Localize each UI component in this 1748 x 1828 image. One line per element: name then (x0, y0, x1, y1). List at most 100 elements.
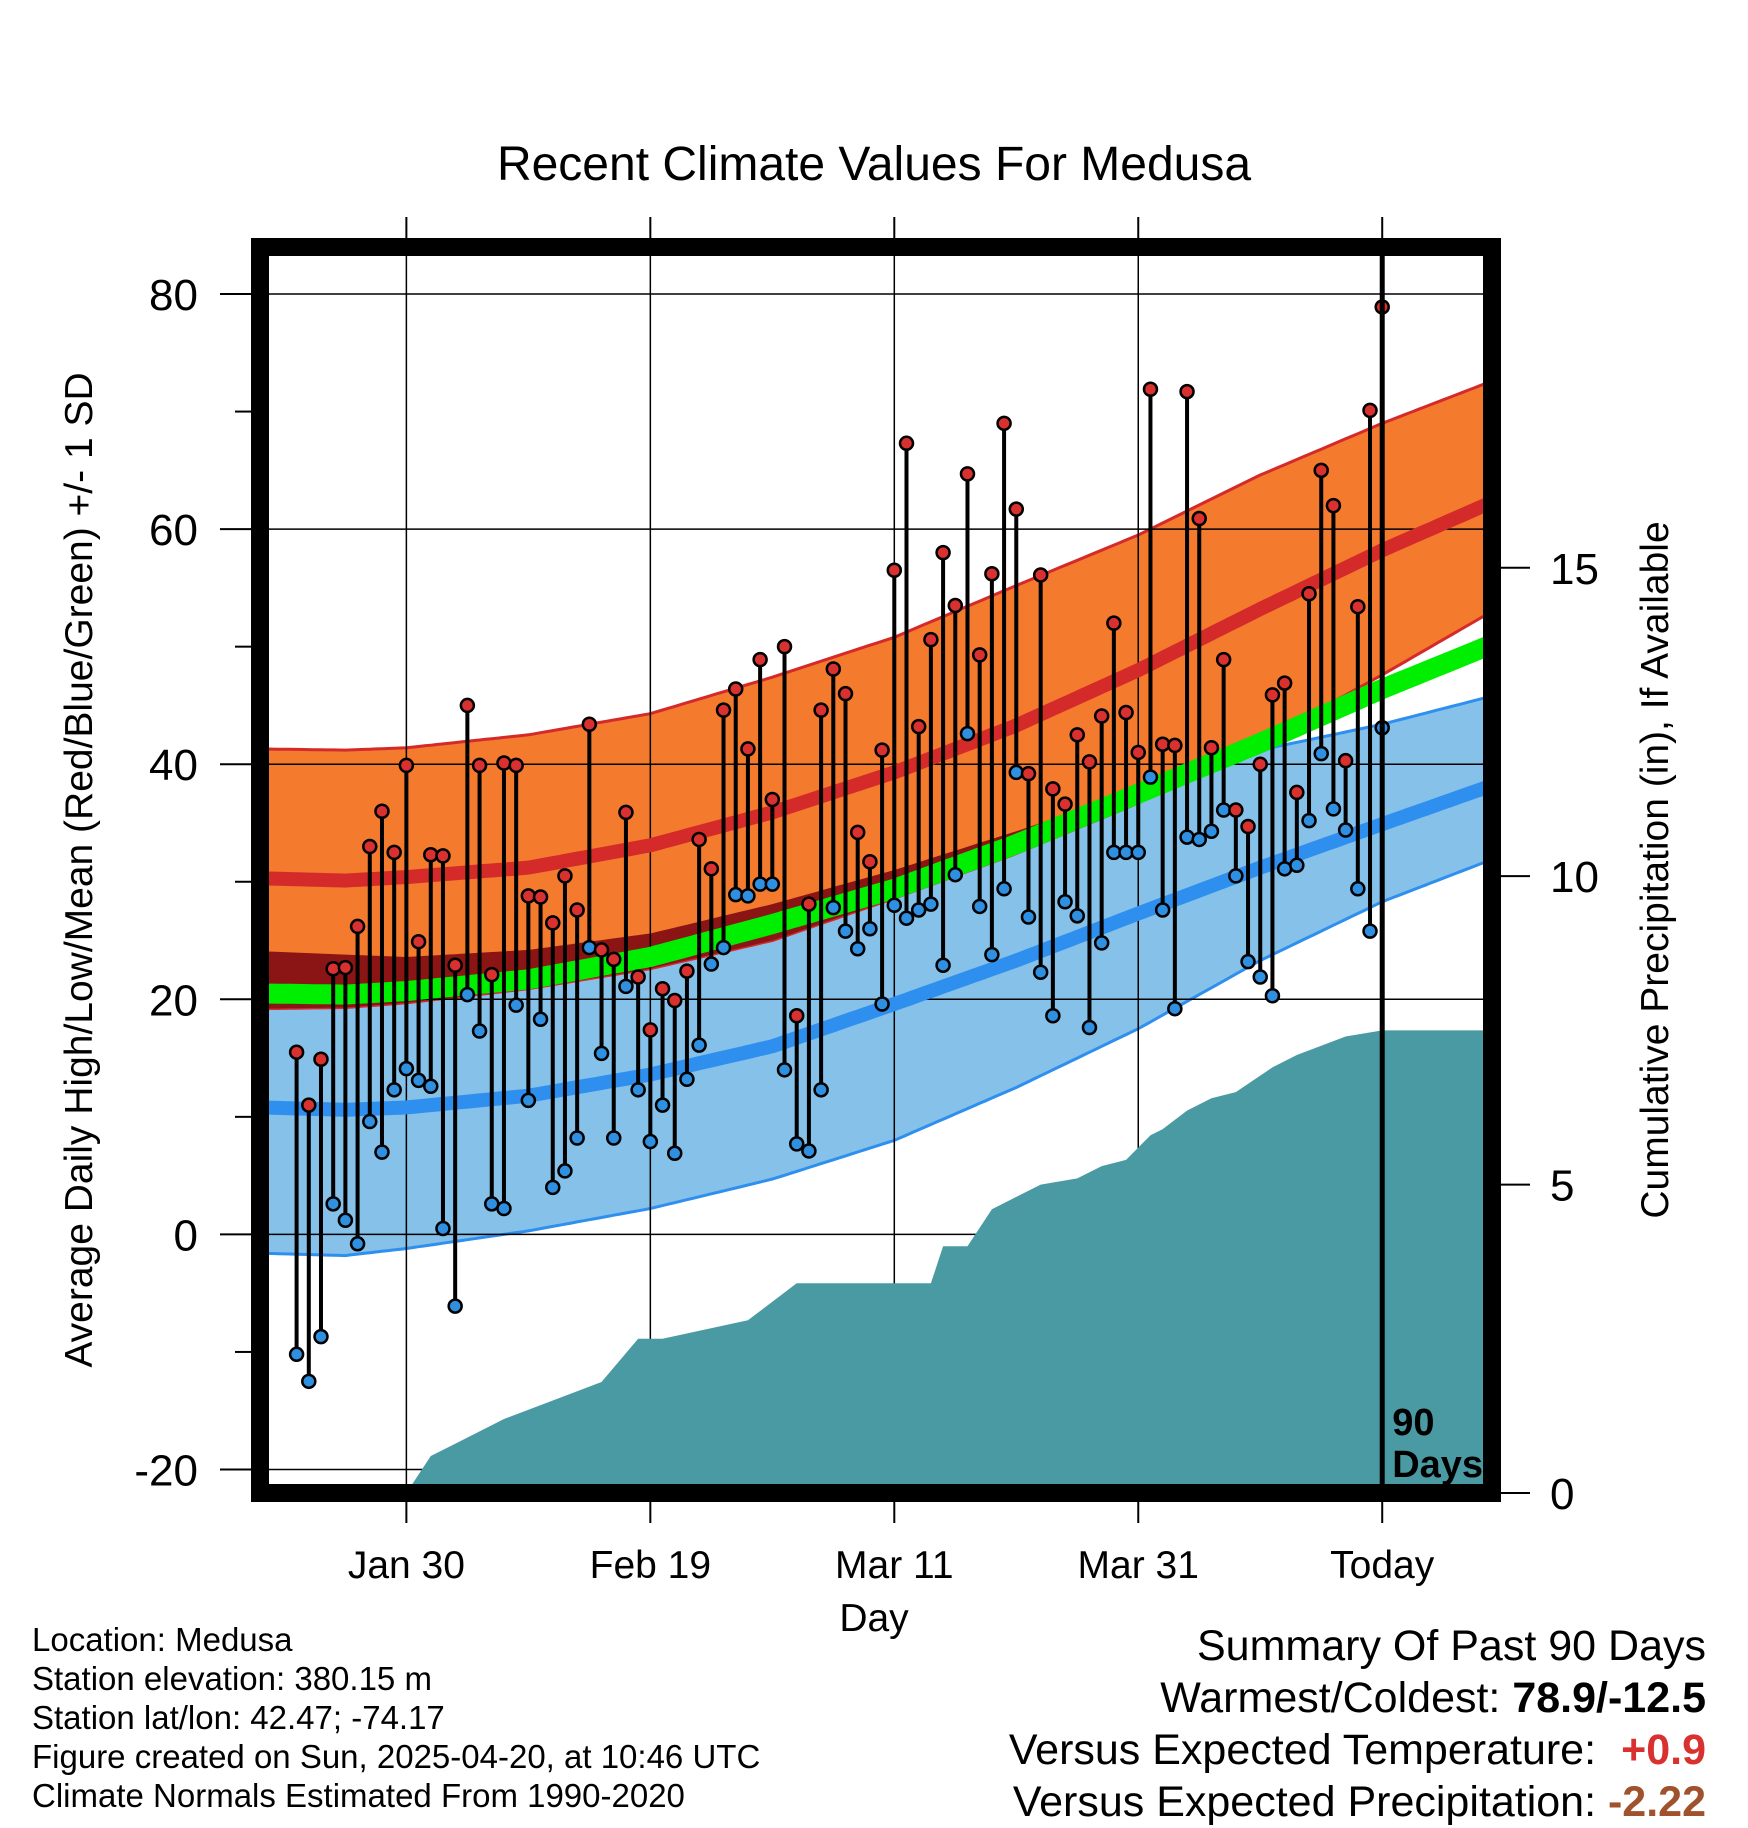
created-text: Figure created on Sun, 2025-04-20, at 10… (32, 1738, 761, 1775)
today-marker-label-line: Days (1392, 1444, 1483, 1486)
high-point (410, 933, 427, 950)
x-tick-label: Feb 19 (590, 1544, 711, 1587)
warm-cold-row: Warmest/Coldest: 78.9/-12.5 (1009, 1672, 1706, 1724)
low-point (862, 921, 878, 937)
high-point (496, 755, 512, 771)
high-point (971, 647, 988, 663)
low-point (703, 956, 720, 972)
low-point (666, 1145, 683, 1162)
high-point (618, 804, 634, 821)
low-point (1252, 969, 1268, 985)
low-point (849, 941, 866, 957)
high-point (813, 702, 829, 718)
x-tick-label: Mar 31 (1078, 1544, 1199, 1587)
low-point (471, 1023, 488, 1039)
high-point (1167, 737, 1183, 754)
low-point (605, 1130, 622, 1146)
low-point (813, 1082, 829, 1098)
high-point (642, 1022, 659, 1038)
high-point (435, 848, 451, 864)
high-point (1264, 687, 1281, 703)
summary-panel: Summary Of Past 90 Days Warmest/Coldest:… (1009, 1620, 1706, 1828)
high-point (386, 844, 402, 861)
low-point (545, 1179, 561, 1196)
low-point (1142, 769, 1159, 785)
today-marker-label-line: 90 (1392, 1402, 1434, 1444)
low-point (1069, 908, 1086, 924)
low-point (898, 910, 915, 926)
high-point (1045, 781, 1061, 797)
high-point (727, 681, 744, 697)
low-point (1203, 823, 1220, 839)
x-tick-label: Mar 11 (835, 1544, 954, 1587)
low-point (801, 1143, 817, 1159)
daily-range-stems (294, 306, 1385, 1382)
low-point (301, 1373, 317, 1390)
low-point (313, 1328, 329, 1345)
axes: 80 60 40 20 0 -20 Jan 30 Feb 19 Mar 11 Mar 31 Toda… (134, 217, 1599, 1587)
high-point (1008, 501, 1025, 517)
high-point (545, 915, 561, 931)
high-point (313, 1051, 329, 1068)
low-point (1179, 829, 1195, 845)
y-tick-label: 80 (149, 271, 198, 320)
low-point (1240, 953, 1256, 970)
high-point (801, 896, 817, 912)
low-point (349, 1236, 366, 1252)
location-text: Location: Medusa (32, 1621, 293, 1658)
high-point (935, 544, 951, 561)
low-point (1289, 857, 1305, 874)
high-point (1203, 740, 1220, 756)
plot-area: 90 Days (258, 247, 1496, 1493)
high-point (764, 791, 781, 808)
low-point (508, 997, 524, 1013)
high-point (1252, 756, 1268, 772)
low-point (557, 1163, 573, 1179)
high-point (1337, 752, 1354, 769)
low-point (1081, 1019, 1098, 1036)
x-tick-label: Today (1330, 1544, 1435, 1587)
precip-label: Versus Expected Precipitation: (1012, 1778, 1597, 1826)
normals-period-text: Climate Normals Estimated From 1990-2020 (32, 1777, 685, 1814)
low-point (996, 881, 1012, 897)
y2-tick-label: 15 (1550, 545, 1599, 594)
high-point (1228, 802, 1244, 818)
high-point (593, 942, 610, 958)
high-point (569, 902, 585, 918)
low-point (874, 996, 890, 1012)
high-point (654, 980, 671, 997)
low-point (1325, 801, 1342, 817)
high-point (959, 466, 976, 482)
low-point (569, 1130, 585, 1146)
low-point (1264, 988, 1281, 1004)
high-point (1276, 675, 1293, 691)
low-point (386, 1082, 402, 1098)
low-point (435, 1220, 451, 1237)
high-point (825, 661, 842, 677)
precip-row: Versus Expected Precipitation: -2.22 (1009, 1776, 1706, 1828)
high-point (886, 562, 903, 579)
low-point (532, 1011, 549, 1028)
high-point (484, 966, 500, 983)
high-point (1020, 765, 1037, 782)
low-point (496, 1200, 512, 1217)
high-point (1325, 497, 1342, 514)
high-point (1240, 818, 1256, 835)
elevation-text: Station elevation: 380.15 m (32, 1660, 432, 1697)
high-point (1191, 510, 1207, 527)
high-point (996, 415, 1012, 432)
high-point (1301, 586, 1317, 602)
high-point (398, 757, 415, 774)
y-tick-label: 60 (149, 506, 198, 555)
low-point (959, 725, 976, 742)
high-point (947, 597, 964, 614)
high-point (874, 742, 890, 758)
high-point (1118, 704, 1134, 721)
temp-value: +0.9 (1621, 1726, 1706, 1774)
high-point (679, 963, 695, 979)
low-point (886, 897, 903, 914)
warm-cold-value: 78.9/-12.5 (1512, 1674, 1706, 1722)
high-point (715, 702, 732, 718)
low-point (520, 1092, 537, 1109)
high-point (349, 918, 366, 935)
